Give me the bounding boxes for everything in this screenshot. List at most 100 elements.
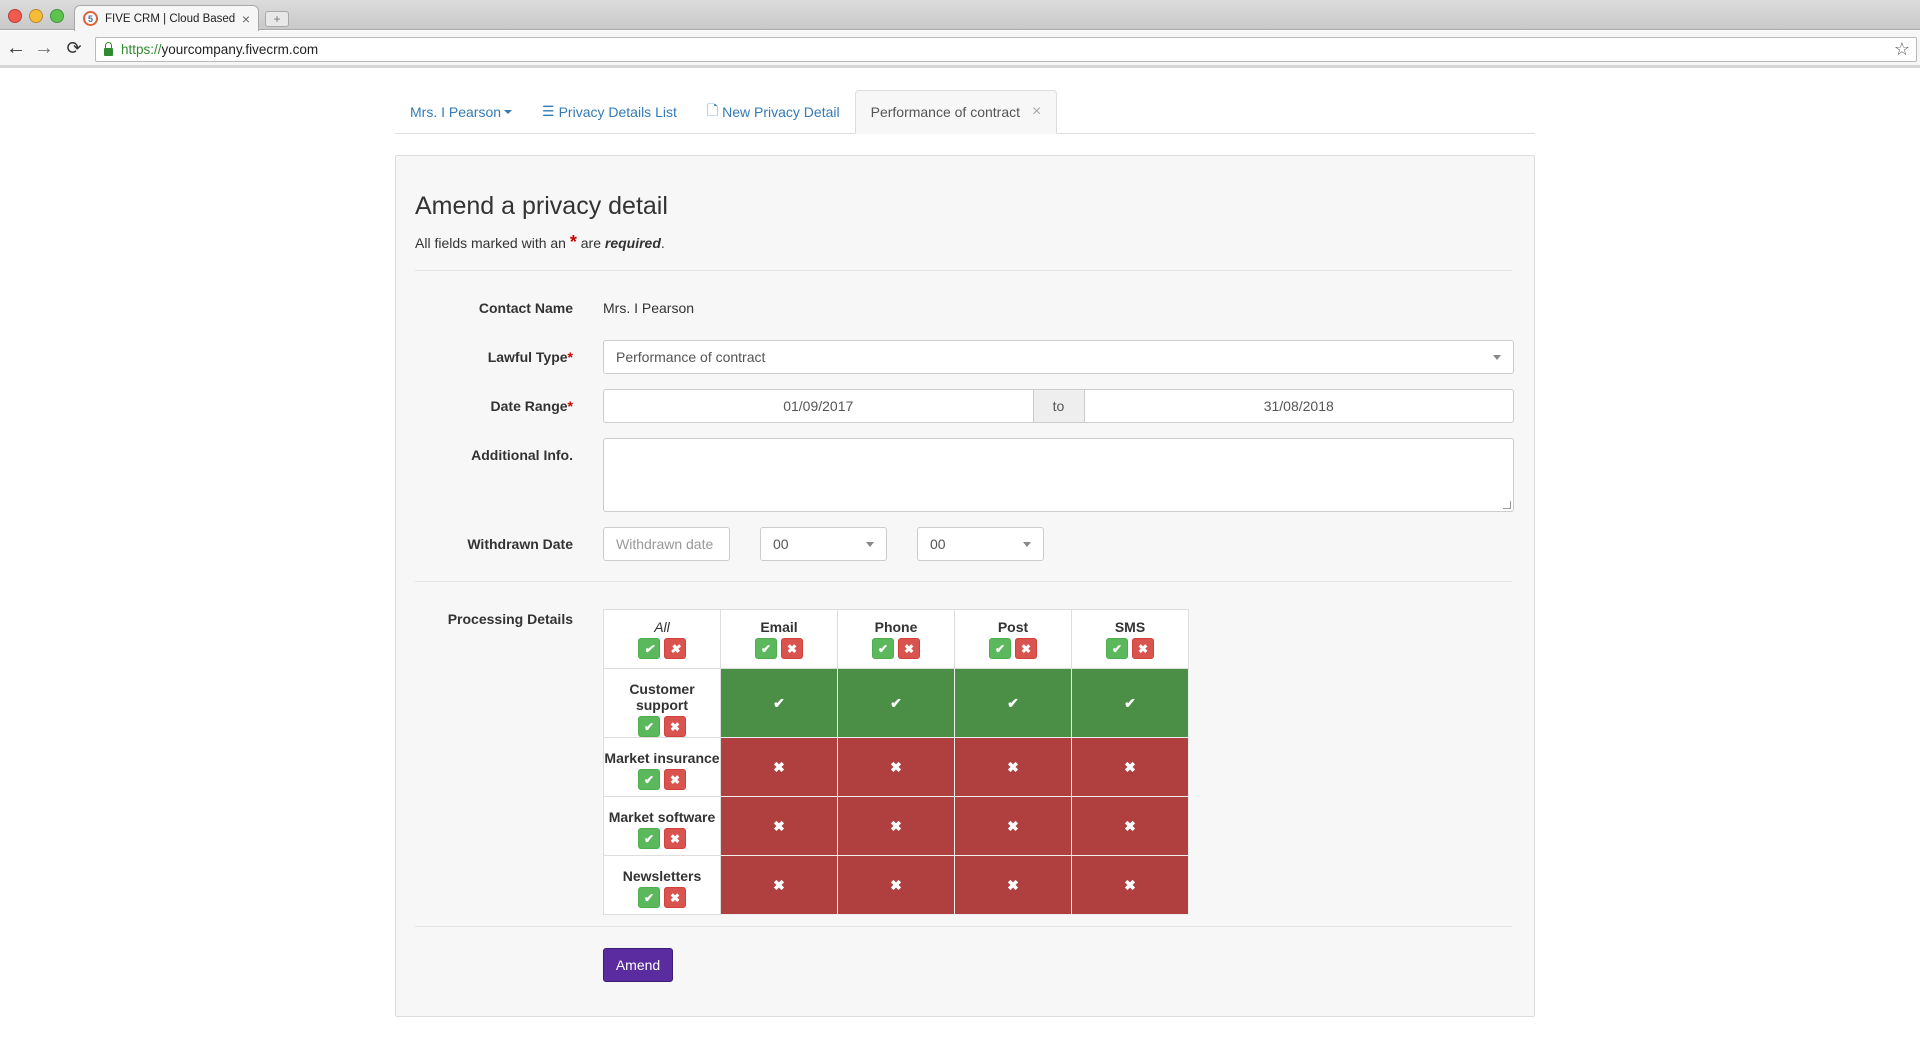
- consent-cell-denied[interactable]: ✖: [837, 796, 955, 856]
- window-minimize-icon[interactable]: [29, 9, 43, 23]
- matrix-row: Market insurance ✔ ✖ ✖ ✖ ✖ ✖: [603, 737, 1189, 797]
- tab-new-privacy-detail[interactable]: 🗋 New Privacy Detail: [692, 90, 855, 133]
- deny-purpose-button[interactable]: ✖: [664, 769, 686, 790]
- consent-cell-denied[interactable]: ✖: [954, 796, 1072, 856]
- all-toggle-group: ✔ ✖: [604, 638, 720, 659]
- consent-cell-granted[interactable]: ✔: [837, 668, 955, 738]
- amend-button[interactable]: Amend: [603, 948, 673, 982]
- browser-tab-strip: 5 FIVE CRM | Cloud Based Sa × +: [0, 0, 1920, 31]
- purpose-toggle-group: ✔ ✖: [604, 769, 720, 790]
- deny-purpose-button[interactable]: ✖: [664, 828, 686, 849]
- purpose-row-header: Customer support ✔ ✖: [603, 668, 721, 738]
- withdrawn-hour-select[interactable]: 00: [760, 527, 887, 561]
- file-icon: 🗋: [706, 101, 719, 118]
- grant-purpose-button[interactable]: ✔: [638, 887, 660, 908]
- matrix-all-label: All: [654, 619, 670, 635]
- grant-purpose-button[interactable]: ✔: [638, 769, 660, 790]
- chevron-down-icon: [1023, 542, 1031, 547]
- consent-cell-denied[interactable]: ✖: [1071, 855, 1189, 915]
- channel-header-sms: SMS ✔ ✖: [1071, 609, 1189, 669]
- date-to-addon: to: [1033, 389, 1084, 423]
- window-close-icon[interactable]: [8, 9, 22, 23]
- withdrawn-minute-select[interactable]: 00: [917, 527, 1044, 561]
- required-fields-note: All fields marked with an * are required…: [415, 232, 665, 253]
- purpose-label: Market insurance: [604, 750, 720, 766]
- deny-purpose-button[interactable]: ✖: [664, 887, 686, 908]
- matrix-header-row: All ✔ ✖ Email ✔ ✖ Phone ✔ ✖: [603, 609, 1189, 669]
- deny-channel-button[interactable]: ✖: [1015, 638, 1037, 659]
- consent-cell-denied[interactable]: ✖: [954, 855, 1072, 915]
- purpose-row-header: Market software ✔ ✖: [603, 796, 721, 856]
- caret-down-icon: [504, 109, 513, 114]
- purpose-row-header: Newsletters ✔ ✖: [603, 855, 721, 915]
- cross-icon: ✖: [1124, 876, 1136, 893]
- tab-active-label: Performance of contract: [870, 104, 1021, 120]
- consent-cell-denied[interactable]: ✖: [837, 737, 955, 797]
- additional-info-textarea[interactable]: [603, 438, 1514, 512]
- lawful-type-select[interactable]: Performance of contract: [603, 340, 1514, 374]
- channel-toggle-group: ✔ ✖: [721, 638, 837, 659]
- grant-all-button[interactable]: ✔: [638, 638, 660, 659]
- address-bar[interactable]: https:// yourcompany.fivecrm.com ☆: [95, 37, 1917, 62]
- date-from-input[interactable]: 01/09/2017: [603, 389, 1034, 423]
- grant-channel-button[interactable]: ✔: [1106, 638, 1128, 659]
- check-icon: ✔: [1124, 694, 1136, 711]
- matrix-all-header: All ✔ ✖: [603, 609, 721, 669]
- grant-channel-button[interactable]: ✔: [872, 638, 894, 659]
- tab-privacy-details-list[interactable]: ☰ Privacy Details List: [527, 90, 692, 133]
- new-tab-button[interactable]: +: [265, 11, 289, 27]
- matrix-row: Market software ✔ ✖ ✖ ✖ ✖ ✖: [603, 796, 1189, 856]
- matrix-row: Newsletters ✔ ✖ ✖ ✖ ✖ ✖: [603, 855, 1189, 915]
- window-maximize-icon[interactable]: [50, 9, 64, 23]
- cross-icon: ✖: [1124, 817, 1136, 834]
- required-note-end: .: [660, 235, 665, 251]
- tab-contact-dropdown[interactable]: Mrs. I Pearson: [395, 90, 527, 133]
- consent-cell-denied[interactable]: ✖: [720, 737, 838, 797]
- channel-header-phone: Phone ✔ ✖: [837, 609, 955, 669]
- date-to-input[interactable]: 31/08/2018: [1083, 389, 1514, 423]
- additional-info-label: Additional Info.: [471, 447, 573, 463]
- reload-icon[interactable]: ⟳: [66, 38, 82, 58]
- deny-channel-button[interactable]: ✖: [781, 638, 803, 659]
- deny-purpose-button[interactable]: ✖: [664, 716, 686, 737]
- purpose-toggle-group: ✔ ✖: [604, 828, 720, 849]
- grant-purpose-button[interactable]: ✔: [638, 828, 660, 849]
- tab-close-icon[interactable]: ×: [241, 10, 250, 27]
- deny-channel-button[interactable]: ✖: [898, 638, 920, 659]
- consent-cell-denied[interactable]: ✖: [1071, 737, 1189, 797]
- consent-cell-granted[interactable]: ✔: [954, 668, 1072, 738]
- required-note-text: All fields marked with an: [415, 235, 566, 251]
- consent-cell-denied[interactable]: ✖: [1071, 796, 1189, 856]
- page-title: Amend a privacy detail: [415, 192, 668, 220]
- consent-cell-denied[interactable]: ✖: [837, 855, 955, 915]
- grant-channel-button[interactable]: ✔: [755, 638, 777, 659]
- required-asterisk-icon: *: [567, 349, 573, 365]
- deny-all-button[interactable]: ✖: [664, 638, 686, 659]
- consent-cell-denied[interactable]: ✖: [954, 737, 1072, 797]
- cross-icon: ✖: [1124, 758, 1136, 775]
- resize-handle-icon[interactable]: [1503, 501, 1511, 509]
- consent-cell-denied[interactable]: ✖: [720, 855, 838, 915]
- grant-purpose-button[interactable]: ✔: [638, 716, 660, 737]
- url-protocol: https://: [121, 42, 162, 57]
- back-arrow-icon[interactable]: ←: [6, 37, 26, 59]
- tab-performance-of-contract[interactable]: Performance of contract ×: [854, 90, 1058, 134]
- grant-channel-button[interactable]: ✔: [989, 638, 1011, 659]
- consent-cell-granted[interactable]: ✔: [720, 668, 838, 738]
- deny-channel-button[interactable]: ✖: [1132, 638, 1154, 659]
- browser-tab[interactable]: 5 FIVE CRM | Cloud Based Sa ×: [74, 5, 259, 31]
- bookmark-star-icon[interactable]: ☆: [1893, 39, 1910, 59]
- cross-icon: ✖: [773, 876, 785, 893]
- amend-form-panel: Amend a privacy detail All fields marked…: [395, 155, 1535, 1017]
- purpose-label: Newsletters: [622, 868, 702, 884]
- withdrawn-date-input[interactable]: Withdrawn date: [603, 527, 730, 561]
- lawful-type-label: Lawful Type*: [396, 349, 573, 365]
- cross-icon: ✖: [890, 876, 902, 893]
- channel-toggle-group: ✔ ✖: [838, 638, 954, 659]
- consent-cell-denied[interactable]: ✖: [720, 796, 838, 856]
- close-tab-icon[interactable]: ×: [1032, 103, 1042, 120]
- required-asterisk-icon: *: [569, 232, 577, 252]
- channel-toggle-group: ✔ ✖: [1072, 638, 1188, 659]
- consent-cell-granted[interactable]: ✔: [1071, 668, 1189, 738]
- forward-arrow-icon[interactable]: →: [34, 37, 54, 59]
